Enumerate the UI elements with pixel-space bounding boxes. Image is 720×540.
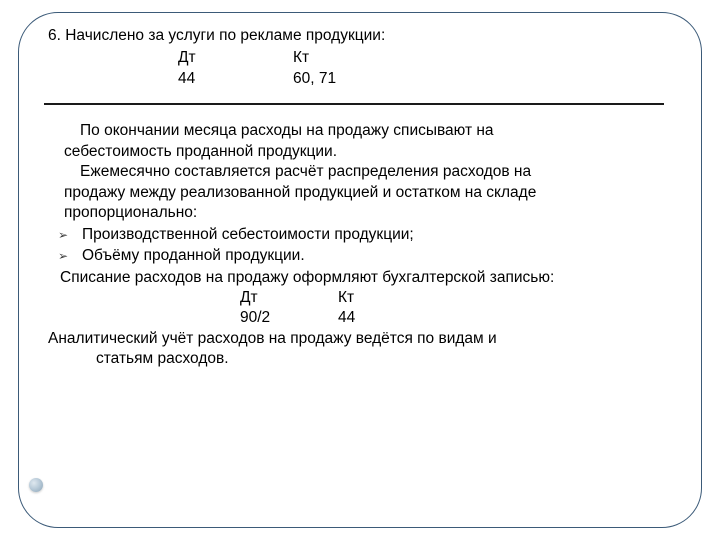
dtkt-header-values: 44 60, 71 xyxy=(48,69,684,89)
kt-label-2: Кт xyxy=(338,288,354,308)
kt-value-2: 44 xyxy=(338,308,355,328)
dt-value-2: 90/2 xyxy=(240,308,338,328)
para1-line2: себестоимость проданной продукции. xyxy=(64,143,337,160)
paragraph-2: Ежемесячно составляется расчёт распредел… xyxy=(48,162,684,223)
dtkt-footer-values: 90/2 44 xyxy=(48,308,684,328)
decorative-dot-icon xyxy=(29,478,43,492)
kt-label: Кт xyxy=(293,48,309,68)
para1-line1: По окончании месяца расходы на продажу с… xyxy=(64,121,684,141)
dt-label: Дт xyxy=(178,48,293,68)
chevron-right-icon: ➢ xyxy=(58,246,82,266)
para2-line1: Ежемесячно составляется расчёт распредел… xyxy=(64,162,684,182)
paragraph-1: По окончании месяца расходы на продажу с… xyxy=(48,121,684,162)
analytical-paragraph: Аналитический учёт расходов на продажу в… xyxy=(48,329,684,370)
kt-value: 60, 71 xyxy=(293,69,336,89)
write-off-line: Списание расходов на продажу оформляют б… xyxy=(48,268,684,288)
bullet-item-1: ➢ Производственной себестоимости продукц… xyxy=(48,225,684,245)
bullet-text-1: Производственной себестоимости продукции… xyxy=(82,225,684,245)
analytical-line1: Аналитический учёт расходов на продажу в… xyxy=(48,330,497,347)
dt-label-2: Дт xyxy=(240,288,338,308)
dtkt-footer-labels: Дт Кт xyxy=(48,288,684,308)
para2-line3: пропорционально: xyxy=(64,204,197,221)
para2-line2: продажу между реализованной продукцией и… xyxy=(64,184,536,201)
bullet-text-2: Объёму проданной продукции. xyxy=(82,246,684,266)
divider-line xyxy=(44,103,664,105)
analytical-line2: статьям расходов. xyxy=(48,349,684,369)
entry-title: 6. Начислено за услуги по рекламе продук… xyxy=(48,26,684,46)
dtkt-header-labels: Дт Кт xyxy=(48,48,684,68)
slide-content: 6. Начислено за услуги по рекламе продук… xyxy=(48,26,684,370)
dt-value: 44 xyxy=(178,69,293,89)
bullet-item-2: ➢ Объёму проданной продукции. xyxy=(48,246,684,266)
chevron-right-icon: ➢ xyxy=(58,225,82,245)
